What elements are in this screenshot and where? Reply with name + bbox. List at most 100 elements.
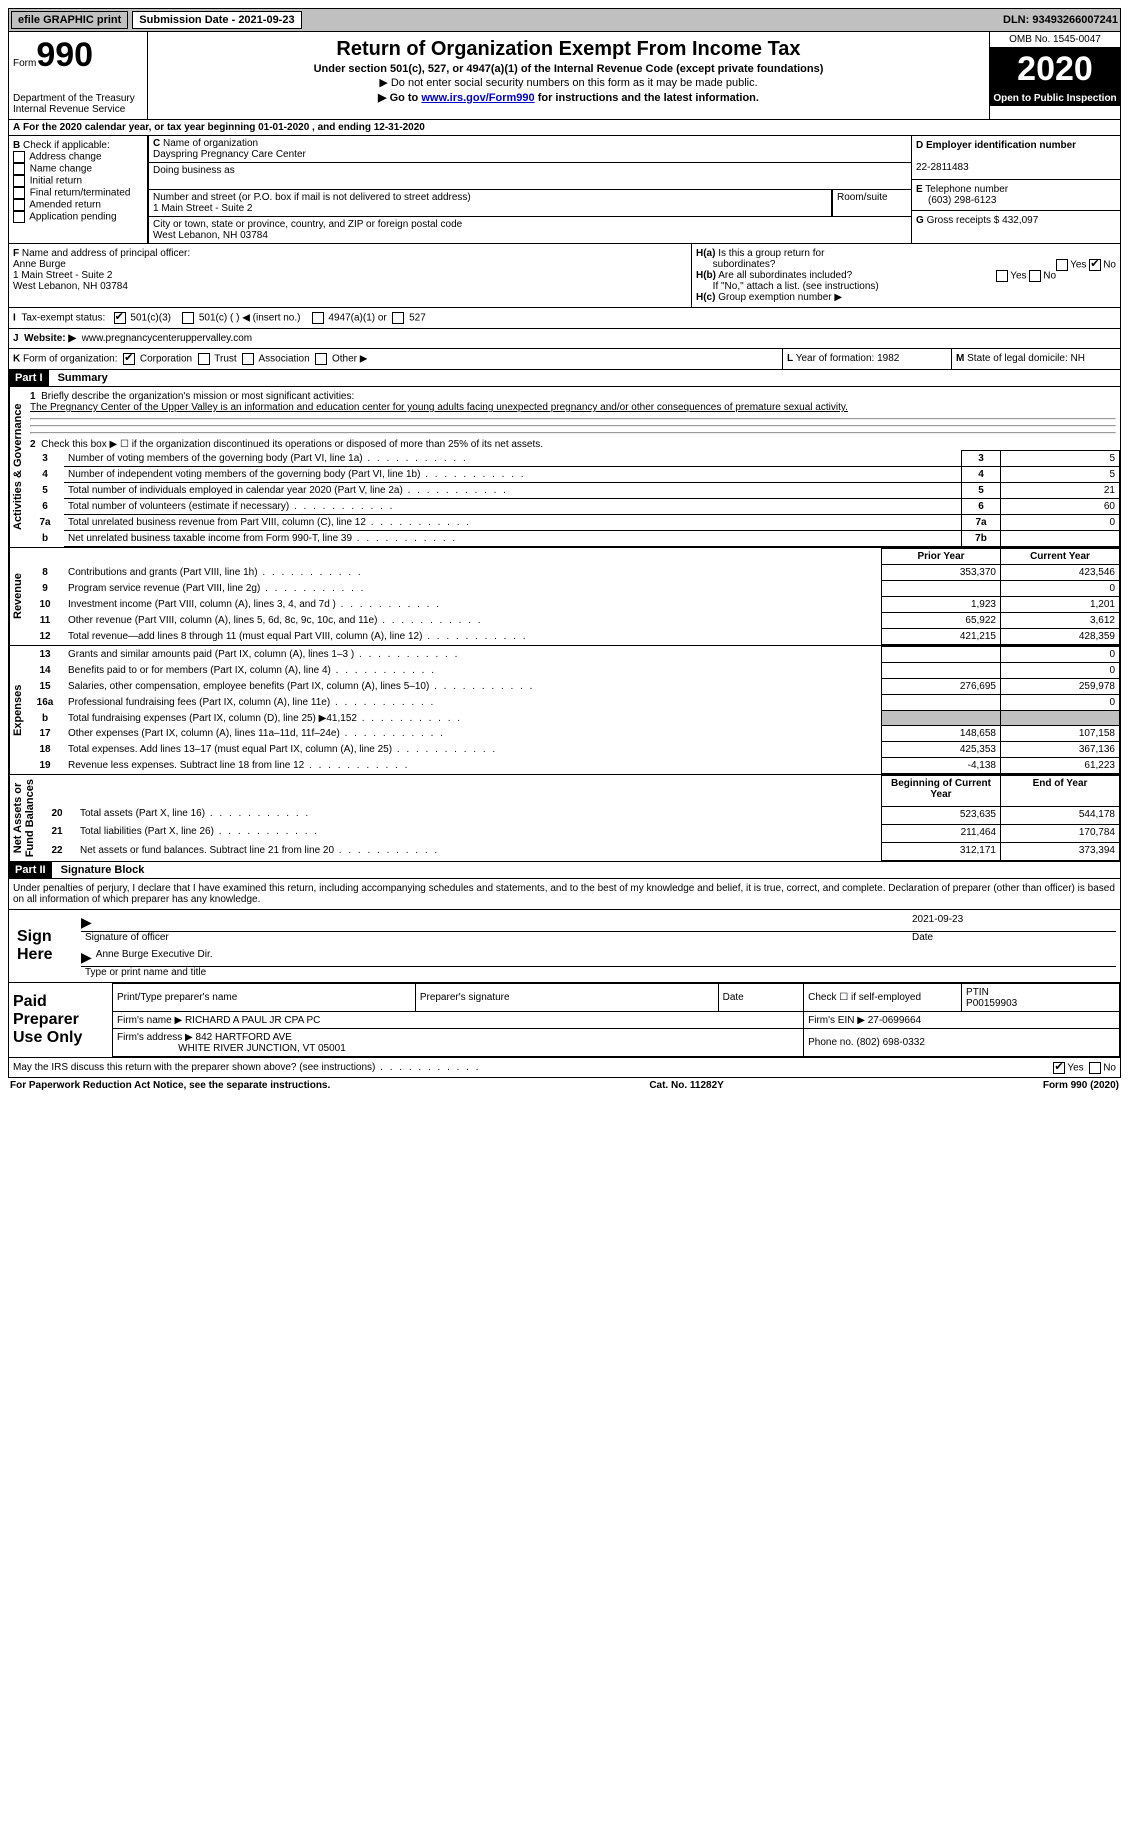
gross-value: 432,097 bbox=[1002, 215, 1038, 226]
chk-hb-yes[interactable] bbox=[996, 270, 1008, 282]
phone-label: Telephone number bbox=[925, 184, 1008, 195]
no-label-2: No bbox=[1043, 271, 1056, 282]
chk-ha-yes[interactable] bbox=[1056, 259, 1068, 271]
sig-officer-label: Signature of officer bbox=[85, 932, 169, 943]
officer-addr2: West Lebanon, NH 03784 bbox=[13, 281, 128, 292]
chk-assoc[interactable] bbox=[242, 353, 254, 365]
chk-trust[interactable] bbox=[198, 353, 210, 365]
chk-other[interactable] bbox=[315, 353, 327, 365]
footer-right: Form 990 (2020) bbox=[1043, 1080, 1119, 1091]
gross-label: Gross receipts $ bbox=[927, 215, 1000, 226]
form-subtitle-2: ▶ Do not enter social security numbers o… bbox=[152, 76, 985, 90]
side-net-assets: Net Assets or Fund Balances bbox=[9, 775, 38, 861]
page-footer: For Paperwork Reduction Act Notice, see … bbox=[8, 1078, 1121, 1093]
goto-suffix: for instructions and the latest informat… bbox=[535, 92, 759, 104]
hc-label: Group exemption number ▶ bbox=[718, 292, 842, 303]
part2-header: Part II bbox=[9, 862, 52, 878]
mission-text: The Pregnancy Center of the Upper Valley… bbox=[30, 402, 848, 413]
chk-app-pending[interactable] bbox=[13, 211, 25, 223]
opt-name-change: Name change bbox=[30, 164, 92, 175]
form-number: 990 bbox=[36, 36, 93, 74]
paid-preparer-table: Print/Type preparer's name Preparer's si… bbox=[112, 983, 1120, 1057]
i-label: Tax-exempt status: bbox=[21, 313, 105, 324]
yes-label: Yes bbox=[1070, 260, 1086, 271]
chk-discuss-yes[interactable] bbox=[1053, 1062, 1065, 1074]
governance-table: 3Number of voting members of the governi… bbox=[26, 450, 1120, 547]
officer-addr1: 1 Main Street - Suite 2 bbox=[13, 270, 113, 281]
l-label: Year of formation: bbox=[796, 353, 875, 364]
chk-corp[interactable] bbox=[123, 353, 135, 365]
firm-phone-value: (802) 698-0332 bbox=[857, 1037, 925, 1048]
opt-initial-return: Initial return bbox=[30, 176, 82, 187]
form-title: Return of Organization Exempt From Incom… bbox=[152, 36, 985, 62]
chk-4947[interactable] bbox=[312, 312, 324, 324]
firm-addr-label: Firm's address ▶ bbox=[117, 1032, 193, 1043]
city-value: West Lebanon, NH 03784 bbox=[153, 230, 268, 241]
discuss-yes: Yes bbox=[1067, 1063, 1083, 1074]
website-value: www.pregnancycenteruppervalley.com bbox=[82, 333, 252, 344]
chk-address-change[interactable] bbox=[13, 151, 25, 163]
officer-print-name: Anne Burge Executive Dir. bbox=[96, 949, 213, 960]
chk-discuss-no[interactable] bbox=[1089, 1062, 1101, 1074]
side-revenue: Revenue bbox=[9, 548, 26, 645]
q2-label: Check this box ▶ ☐ if the organization d… bbox=[41, 439, 543, 450]
chk-amended[interactable] bbox=[13, 199, 25, 211]
top-bar: efile GRAPHIC print Submission Date - 20… bbox=[8, 8, 1121, 32]
c-name-label: Name of organization bbox=[163, 138, 258, 149]
q1-label: Briefly describe the organization's miss… bbox=[41, 391, 354, 402]
hb-note: If "No," attach a list. (see instruction… bbox=[713, 281, 879, 292]
efile-print-button[interactable]: efile GRAPHIC print bbox=[11, 11, 128, 29]
f-label: Name and address of principal officer: bbox=[22, 248, 190, 259]
paid-preparer-label: Paid Preparer Use Only bbox=[9, 983, 112, 1057]
opt-4947: 4947(a)(1) or bbox=[328, 313, 386, 324]
opt-final-return: Final return/terminated bbox=[30, 188, 131, 199]
ein-label: Employer identification number bbox=[926, 140, 1076, 151]
submission-date: Submission Date - 2021-09-23 bbox=[132, 11, 301, 29]
irs-link[interactable]: www.irs.gov/Form990 bbox=[421, 92, 534, 104]
firm-phone-label: Phone no. bbox=[808, 1037, 854, 1048]
opt-501c3: 501(c)(3) bbox=[130, 313, 171, 324]
city-label: City or town, state or province, country… bbox=[153, 219, 462, 230]
entity-section: B Check if applicable: Address change Na… bbox=[8, 136, 1121, 244]
pt-date-label: Date bbox=[723, 992, 744, 1003]
k-label: Form of organization: bbox=[23, 354, 118, 365]
m-label: State of legal domicile: bbox=[967, 353, 1068, 364]
chk-501c[interactable] bbox=[182, 312, 194, 324]
chk-527[interactable] bbox=[392, 312, 404, 324]
part1-header: Part I bbox=[9, 370, 49, 386]
sign-here-label: Sign Here bbox=[13, 914, 81, 978]
ha-label: Is this a group return for bbox=[718, 248, 824, 259]
goto-prefix: ▶ Go to bbox=[378, 92, 421, 104]
opt-527: 527 bbox=[409, 313, 426, 324]
type-name-label: Type or print name and title bbox=[85, 967, 206, 978]
firm-addr1: 842 HARTFORD AVE bbox=[196, 1032, 292, 1043]
opt-address-change: Address change bbox=[29, 152, 101, 163]
j-label: Website: ▶ bbox=[24, 333, 76, 344]
chk-name-change[interactable] bbox=[13, 163, 25, 175]
expenses-table: 13Grants and similar amounts paid (Part … bbox=[26, 646, 1120, 774]
firm-addr2: WHITE RIVER JUNCTION, VT 05001 bbox=[178, 1043, 346, 1054]
dln: DLN: 93493266007241 bbox=[1003, 14, 1118, 26]
room-label: Room/suite bbox=[837, 192, 888, 203]
phone-value: (603) 298-6123 bbox=[916, 195, 996, 206]
pt-sig-label: Preparer's signature bbox=[420, 992, 510, 1003]
open-to-public: Open to Public Inspection bbox=[990, 91, 1120, 106]
ptin-value: P00159903 bbox=[966, 998, 1017, 1009]
tax-year-box: 2020 bbox=[990, 48, 1120, 91]
chk-final-return[interactable] bbox=[13, 187, 25, 199]
net-assets-table: Beginning of Current YearEnd of Year20To… bbox=[38, 775, 1120, 861]
form-subtitle-3: ▶ Go to www.irs.gov/Form990 for instruct… bbox=[152, 91, 985, 105]
sig-date-value: 2021-09-23 bbox=[912, 914, 963, 925]
dept-treasury: Department of the Treasury Internal Reve… bbox=[13, 93, 143, 115]
chk-initial-return[interactable] bbox=[13, 175, 25, 187]
chk-501c3[interactable] bbox=[114, 312, 126, 324]
penalty-text: Under penalties of perjury, I declare th… bbox=[8, 879, 1121, 910]
b-label: Check if applicable: bbox=[23, 140, 110, 151]
yes-label-2: Yes bbox=[1010, 271, 1026, 282]
chk-ha-no[interactable] bbox=[1089, 259, 1101, 271]
chk-hb-no[interactable] bbox=[1029, 270, 1041, 282]
part2-title: Signature Block bbox=[55, 862, 151, 878]
form-header: Form990 Department of the Treasury Inter… bbox=[8, 32, 1121, 120]
line-a-text: For the 2020 calendar year, or tax year … bbox=[23, 122, 425, 133]
pt-name-label: Print/Type preparer's name bbox=[117, 992, 237, 1003]
